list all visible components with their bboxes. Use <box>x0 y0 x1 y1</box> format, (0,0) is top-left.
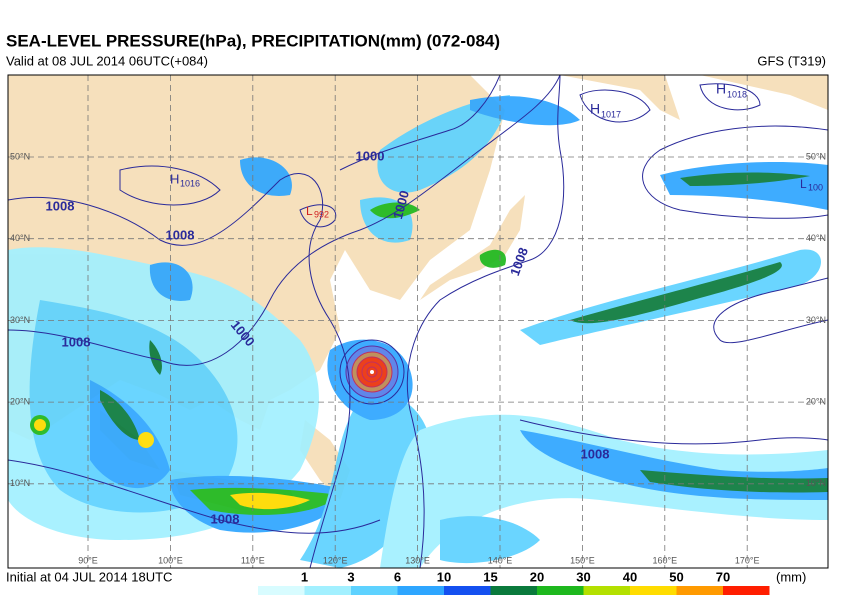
initial-time: Initial at 04 JUL 2014 18UTC <box>6 569 172 584</box>
lon-label: 140°E <box>488 555 513 565</box>
center-mark: H <box>716 81 726 97</box>
lat-label: 10°N <box>10 478 30 488</box>
colorbar-label: 10 <box>437 569 451 584</box>
colorbar-swatch <box>490 586 537 595</box>
isobar-label: 1008 <box>211 511 240 526</box>
typhoon <box>339 339 405 405</box>
lat-label: 50°N <box>10 151 30 161</box>
lon-label: 120°E <box>323 555 348 565</box>
isobars <box>8 75 828 568</box>
colorbar-swatch <box>258 586 305 595</box>
lat-label: 40°N <box>806 233 826 243</box>
pressure-center: L 992 <box>306 204 329 219</box>
center-value: 992 <box>314 209 329 219</box>
colorbar-label: 1 <box>301 569 308 584</box>
valid-time: Valid at 08 JUL 2014 06UTC(+084) <box>6 53 208 68</box>
lat-label: 30°N <box>806 315 826 325</box>
lon-label: 150°E <box>570 555 595 565</box>
center-mark: L <box>800 177 807 191</box>
land-north <box>560 75 828 120</box>
colorbar-swatch <box>676 586 723 595</box>
pressure-center: H 1016 <box>170 171 200 188</box>
map-frame <box>7 74 829 569</box>
colorbar-label: 30 <box>576 569 590 584</box>
colorbar-unit: (mm) <box>776 569 806 584</box>
isobar-label: 1000 <box>356 148 385 163</box>
colorbar-label: 15 <box>483 569 497 584</box>
lat-label: 20°N <box>10 396 30 406</box>
isobar-label: 1008 <box>46 198 75 213</box>
center-mark: H <box>590 101 600 117</box>
land-japan <box>420 195 525 300</box>
lat-label: 10°N <box>806 478 826 488</box>
isobar-label: 1008 <box>581 446 610 461</box>
pressure-center: H 1018 <box>716 81 747 100</box>
colorbar-swatch <box>630 586 677 595</box>
colorbar-swatch <box>444 586 491 595</box>
colorbar-swatch <box>723 586 770 595</box>
map-area: 50°N 50°N 40°N 40°N 30°N 30°N 20°N 20°N 10°N 10°N… <box>7 74 829 569</box>
graticule: 50°N 50°N 40°N 40°N 30°N 30°N 20°N 20°N 10°N 10°N… <box>8 75 828 568</box>
center-value: 1018 <box>727 89 747 99</box>
pressure-center: L 100 <box>800 177 823 192</box>
model-label: GFS (T319) <box>757 53 826 68</box>
colorbar-label: 70 <box>716 569 730 584</box>
colorbar-label: 6 <box>394 569 401 584</box>
colorbar-swatch <box>583 586 630 595</box>
lon-label: 130°E <box>405 555 430 565</box>
lon-label: 110°E <box>241 555 265 565</box>
title: SEA-LEVEL PRESSURE(hPa), PRECIPITATION(m… <box>6 31 500 50</box>
center-mark: H <box>170 171 179 186</box>
isobar-label: 1000 <box>390 189 412 221</box>
isobar-label: 1008 <box>166 227 195 242</box>
colorbar-label: 50 <box>669 569 683 584</box>
colorbar-swatch <box>351 586 398 595</box>
pressure-center: H 1017 <box>590 101 621 120</box>
precipitation <box>8 95 828 568</box>
lat-label: 40°N <box>10 233 30 243</box>
colorbar-label: 40 <box>623 569 637 584</box>
lon-label: 160°E <box>652 555 677 565</box>
lon-label: 90°E <box>78 555 98 565</box>
center-value: 1016 <box>180 178 200 188</box>
lat-label: 20°N <box>806 396 826 406</box>
colorbar-swatch <box>304 586 351 595</box>
center-value: 100 <box>808 182 823 192</box>
colorbar-swatch <box>537 586 584 595</box>
center-mark: L <box>306 204 313 218</box>
lon-label: 170°E <box>735 555 760 565</box>
colorbar: 1 3 6 10 15 20 30 40 50 70 <box>258 569 770 595</box>
lat-label: 30°N <box>10 315 30 325</box>
isobar-label: 1008 <box>62 334 91 349</box>
lon-label: 100°E <box>158 555 183 565</box>
colorbar-label: 20 <box>530 569 544 584</box>
lat-label: 50°N <box>806 151 826 161</box>
center-value: 1017 <box>601 109 621 119</box>
colorbar-label: 3 <box>347 569 354 584</box>
colorbar-swatch <box>397 586 444 595</box>
